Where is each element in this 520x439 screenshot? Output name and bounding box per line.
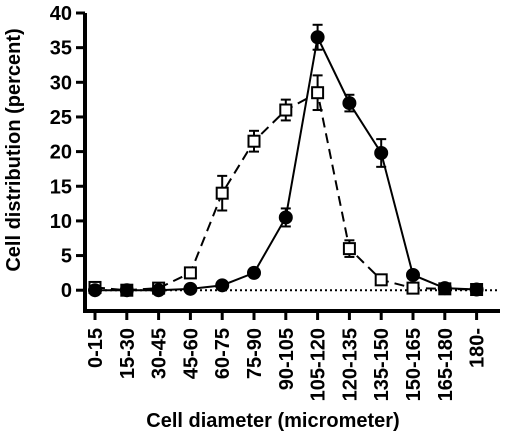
data-point-circle xyxy=(437,281,452,296)
y-tick-label: 0 xyxy=(61,280,72,302)
data-point-circle xyxy=(183,281,198,296)
x-tick-label: 30-45 xyxy=(149,328,171,379)
data-point-square xyxy=(311,86,325,100)
data-point-circle xyxy=(469,282,484,297)
x-tick-label: 45-60 xyxy=(180,328,202,379)
data-point-square xyxy=(406,281,420,295)
series-open-square xyxy=(88,74,484,297)
x-tick-label: 105-120 xyxy=(308,328,330,401)
data-point-square xyxy=(247,134,261,148)
data-point-square xyxy=(374,273,388,287)
y-ticks: 0 5 10 15 20 25 30 35 40 xyxy=(50,3,85,302)
y-axis-title: Cell distribution (percent) xyxy=(3,28,25,271)
data-point-circle xyxy=(342,96,357,111)
y-tick-label: 25 xyxy=(50,107,72,129)
x-ticks: 0-15 15-30 30-45 45-60 60-75 75-90 90-105 105-1… xyxy=(85,311,489,401)
x-tick-label: 75-90 xyxy=(244,328,266,379)
data-point-square xyxy=(215,186,229,200)
data-point-circle xyxy=(215,278,230,293)
series-line-filled-circle xyxy=(95,34,477,292)
y-tick-label: 40 xyxy=(50,3,72,25)
x-tick-label: 135-150 xyxy=(371,328,393,401)
y-tick-label: 5 xyxy=(61,246,72,268)
data-point-circle xyxy=(310,30,325,45)
x-tick-label: 165-180 xyxy=(435,328,457,401)
data-point-square xyxy=(183,266,197,280)
series-line-open-square xyxy=(94,91,477,292)
series-filled-circle xyxy=(88,23,484,298)
x-tick-label: 120-135 xyxy=(339,328,361,401)
data-point-square xyxy=(279,103,293,117)
data-point-circle xyxy=(151,283,166,298)
y-tick-label: 20 xyxy=(50,142,72,164)
data-point-circle xyxy=(119,283,134,298)
y-tick-label: 15 xyxy=(50,176,72,198)
x-tick-label: 180- xyxy=(467,328,489,368)
data-point-circle xyxy=(247,265,261,280)
x-axis-title: Cell diameter (micrometer) xyxy=(146,410,399,432)
x-tick-label: 0-15 xyxy=(85,328,107,368)
data-point-circle xyxy=(406,267,420,282)
x-tick-label: 15-30 xyxy=(117,328,139,379)
data-point-circle xyxy=(278,210,293,225)
x-tick-label: 60-75 xyxy=(212,328,234,379)
x-tick-label: 90-105 xyxy=(276,328,298,390)
data-point-square xyxy=(342,242,356,256)
axes xyxy=(83,13,500,313)
y-tick-label: 10 xyxy=(50,211,72,233)
series-layer xyxy=(88,23,484,298)
x-tick-label: 150-165 xyxy=(403,328,425,401)
y-tick-label: 30 xyxy=(50,72,72,94)
data-point-circle xyxy=(88,283,102,298)
y-tick-label: 35 xyxy=(50,38,72,60)
data-point-circle xyxy=(374,145,389,160)
